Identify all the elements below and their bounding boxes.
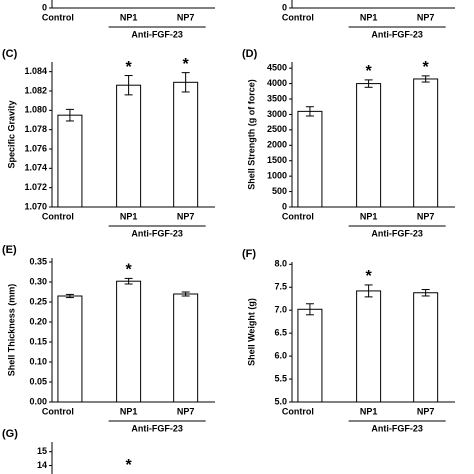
x-tick-label: NP7 [177, 211, 195, 221]
group-label: Anti-FGF-23 [371, 423, 423, 433]
panel-label: (D) [242, 48, 258, 60]
group-label: Anti-FGF-23 [131, 29, 183, 39]
x-tick-label: NP7 [417, 406, 435, 416]
y-tick-label: 8.0 [274, 259, 287, 269]
significance-marker: * [423, 59, 430, 76]
y-tick-label: 5.0 [274, 396, 287, 406]
bar [297, 110, 323, 208]
y-tick-label: 3500 [267, 93, 287, 103]
bar [116, 84, 142, 208]
y-tick-label: 0.35 [29, 256, 47, 266]
y-tick-label: 1.074 [24, 163, 47, 173]
y-tick-label: 14 [37, 460, 47, 470]
x-tick-label: Control [282, 12, 314, 22]
group-label: Anti-FGF-23 [131, 228, 183, 238]
x-tick-label: NP1 [120, 211, 138, 221]
panel-label: (C) [2, 48, 18, 60]
y-tick-label: 0.10 [29, 356, 47, 366]
x-tick-label: NP7 [177, 406, 195, 416]
y-tick-label: 1500 [267, 155, 287, 165]
y-tick-label: 0.00 [29, 396, 47, 406]
y-tick-label: 6.0 [274, 350, 287, 360]
x-tick-label: NP1 [360, 211, 378, 221]
bar [116, 280, 142, 403]
y-axis-label: Shell Strength (g of force) [246, 79, 256, 190]
bar [356, 83, 382, 208]
significance-marker: * [125, 59, 132, 76]
y-tick-label: 0 [282, 201, 287, 211]
panel-label: (F) [242, 248, 256, 260]
bar [413, 292, 439, 403]
y-tick-label: 500 [272, 186, 287, 196]
y-tick-label: 4000 [267, 78, 287, 88]
y-tick-label: 7.0 [274, 305, 287, 315]
x-tick-label: Control [282, 211, 314, 221]
x-tick-label: NP1 [360, 406, 378, 416]
panel-label: (G) [2, 428, 18, 440]
y-axis-label: Shell Weight (g) [246, 298, 256, 366]
x-tick-label: NP7 [417, 211, 435, 221]
y-tick-label: 5.5 [274, 373, 287, 383]
y-axis-label: Specific Gravity [6, 100, 16, 168]
y-tick-label: 0.20 [29, 316, 47, 326]
y-tick-label: 1.076 [24, 143, 47, 153]
significance-marker: * [365, 268, 372, 285]
x-tick-label: NP1 [120, 406, 138, 416]
group-label: Anti-FGF-23 [371, 29, 423, 39]
y-axis-label: Shell Thickness (mm) [6, 284, 16, 377]
significance-marker: * [125, 457, 132, 474]
x-tick-label: Control [282, 406, 314, 416]
y-tick-label: 6.5 [274, 328, 287, 338]
group-label: Anti-FGF-23 [371, 228, 423, 238]
significance-marker: * [125, 262, 132, 279]
y-tick-label: 1.080 [24, 105, 47, 115]
bar [57, 114, 83, 208]
x-tick-label: Control [42, 211, 74, 221]
x-tick-label: NP1 [360, 12, 378, 22]
bar [297, 308, 323, 403]
y-tick-label: 4500 [267, 63, 287, 73]
y-tick-label: 15 [37, 446, 47, 456]
x-tick-label: NP7 [177, 12, 195, 22]
x-tick-label: NP1 [120, 12, 138, 22]
significance-marker: * [365, 63, 372, 80]
y-tick-label: 2500 [267, 124, 287, 134]
bar [173, 81, 199, 208]
y-tick-label: 0.25 [29, 296, 47, 306]
panel-label: (E) [2, 244, 17, 256]
bar [356, 290, 382, 403]
y-tick-label: 3000 [267, 109, 287, 119]
y-tick-label: 1.070 [24, 201, 47, 211]
bar [173, 293, 199, 403]
x-tick-label: NP7 [417, 12, 435, 22]
y-tick-label: 1.084 [24, 66, 47, 76]
x-tick-label: Control [42, 12, 74, 22]
significance-marker: * [183, 56, 190, 73]
group-label: Anti-FGF-23 [131, 423, 183, 433]
y-tick-label: 2000 [267, 140, 287, 150]
y-tick-label: 0.05 [29, 376, 47, 386]
y-tick-label: 0 [42, 2, 47, 12]
y-tick-label: 0 [282, 2, 287, 12]
y-tick-label: 1.082 [24, 85, 47, 95]
y-tick-label: 1.078 [24, 124, 47, 134]
y-tick-label: 0.30 [29, 276, 47, 286]
x-tick-label: Control [42, 406, 74, 416]
bar [57, 295, 83, 403]
bar [413, 78, 439, 208]
y-tick-label: 1.072 [24, 182, 47, 192]
y-tick-label: 1000 [267, 171, 287, 181]
y-tick-label: 7.5 [274, 282, 287, 292]
y-tick-label: 0.15 [29, 336, 47, 346]
